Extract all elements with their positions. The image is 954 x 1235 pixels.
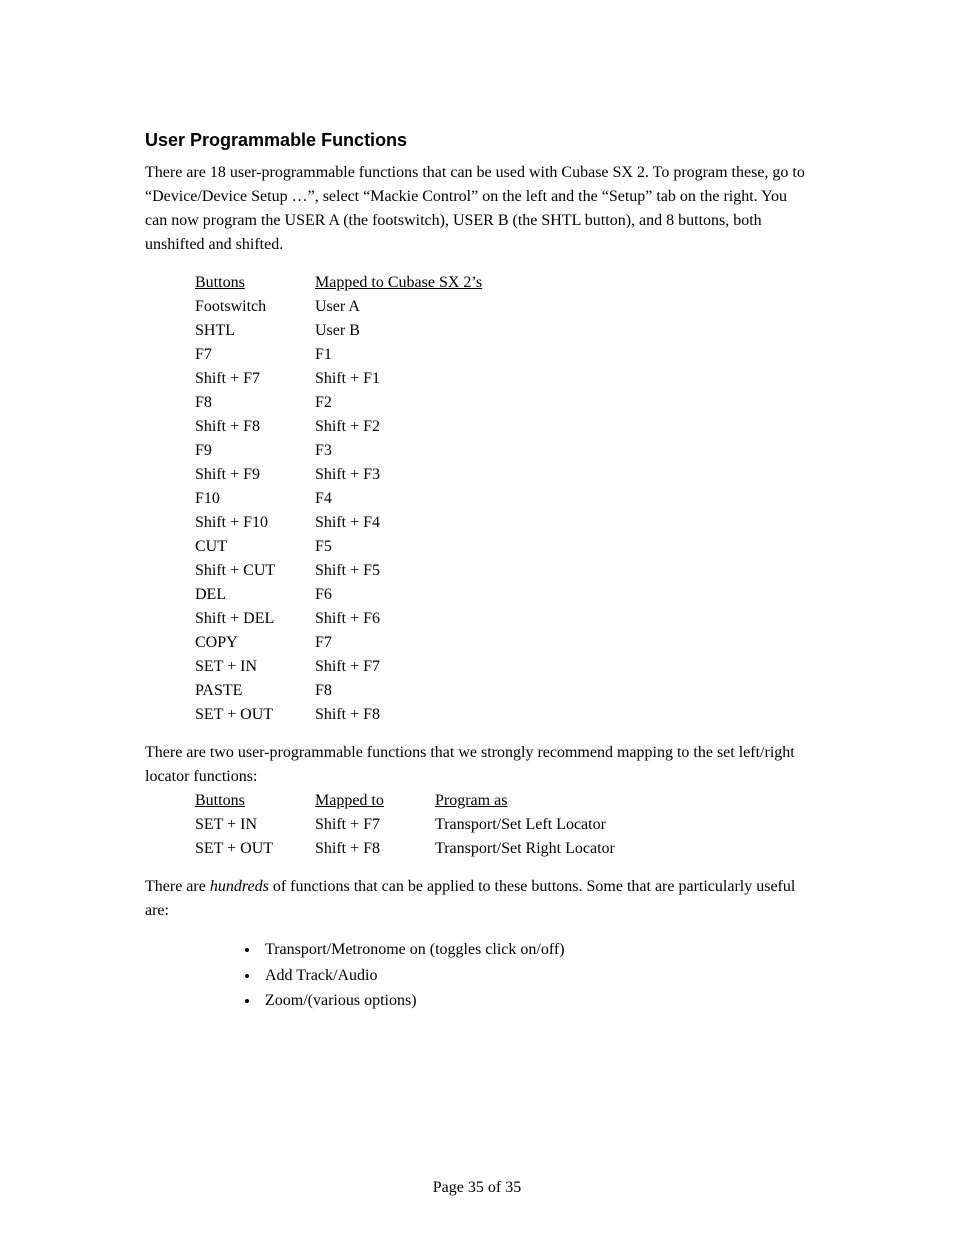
text-emphasis: hundreds bbox=[210, 878, 269, 895]
table-row: CUTF5 bbox=[195, 535, 809, 559]
cell-mapped: Shift + F8 bbox=[315, 837, 435, 861]
cell-mapped: Shift + F8 bbox=[315, 703, 515, 727]
list-item: Add Track/Audio bbox=[260, 963, 809, 989]
table-row: Shift + CUTShift + F5 bbox=[195, 559, 809, 583]
paragraph-intro: There are 18 user-programmable functions… bbox=[145, 161, 809, 257]
cell-button: PASTE bbox=[195, 679, 315, 703]
cell-button: F10 bbox=[195, 487, 315, 511]
cell-button: SET + OUT bbox=[195, 703, 315, 727]
cell-mapped: Shift + F7 bbox=[315, 813, 435, 837]
cell-button: SET + OUT bbox=[195, 837, 315, 861]
text-fragment: There are bbox=[145, 878, 210, 895]
table-header-program: Program as bbox=[435, 789, 685, 813]
table-header-row: Buttons Mapped to Program as bbox=[195, 789, 809, 813]
table-row: Shift + F9Shift + F3 bbox=[195, 463, 809, 487]
cell-program: Transport/Set Left Locator bbox=[435, 813, 685, 837]
cell-button: Shift + CUT bbox=[195, 559, 315, 583]
table-row: DELF6 bbox=[195, 583, 809, 607]
table-row: SET + OUTShift + F8Transport/Set Right L… bbox=[195, 837, 809, 861]
cell-mapped: F8 bbox=[315, 679, 515, 703]
cell-button: F8 bbox=[195, 391, 315, 415]
list-item: Transport/Metronome on (toggles click on… bbox=[260, 937, 809, 963]
cell-mapped: F5 bbox=[315, 535, 515, 559]
table-header-buttons: Buttons bbox=[195, 271, 315, 295]
cell-mapped: Shift + F3 bbox=[315, 463, 515, 487]
table-header-row: Buttons Mapped to Cubase SX 2’s bbox=[195, 271, 809, 295]
cell-mapped: Shift + F4 bbox=[315, 511, 515, 535]
cell-mapped: Shift + F5 bbox=[315, 559, 515, 583]
table-row: Shift + F8Shift + F2 bbox=[195, 415, 809, 439]
cell-mapped: F6 bbox=[315, 583, 515, 607]
cell-button: Shift + F7 bbox=[195, 367, 315, 391]
cell-button: SET + IN bbox=[195, 655, 315, 679]
paragraph-recommend: There are two user-programmable function… bbox=[145, 741, 809, 789]
cell-mapped: User B bbox=[315, 319, 515, 343]
paragraph-hundreds: There are hundreds of functions that can… bbox=[145, 875, 809, 923]
table-row: FootswitchUser A bbox=[195, 295, 809, 319]
table-row: SET + OUTShift + F8 bbox=[195, 703, 809, 727]
cell-button: Shift + DEL bbox=[195, 607, 315, 631]
table-row: F7F1 bbox=[195, 343, 809, 367]
cell-button: SHTL bbox=[195, 319, 315, 343]
list-item: Zoom/(various options) bbox=[260, 988, 809, 1014]
cell-button: SET + IN bbox=[195, 813, 315, 837]
table-row: COPYF7 bbox=[195, 631, 809, 655]
cell-button: Footswitch bbox=[195, 295, 315, 319]
cell-button: Shift + F8 bbox=[195, 415, 315, 439]
cell-button: Shift + F10 bbox=[195, 511, 315, 535]
cell-button: Shift + F9 bbox=[195, 463, 315, 487]
table-row: PASTEF8 bbox=[195, 679, 809, 703]
table-row: Shift + F10Shift + F4 bbox=[195, 511, 809, 535]
document-page: User Programmable Functions There are 18… bbox=[0, 0, 954, 1235]
mapping-table-1: Buttons Mapped to Cubase SX 2’s Footswit… bbox=[195, 271, 809, 727]
table-header-buttons: Buttons bbox=[195, 789, 315, 813]
cell-button: F7 bbox=[195, 343, 315, 367]
cell-mapped: Shift + F1 bbox=[315, 367, 515, 391]
table-header-mapped: Mapped to bbox=[315, 789, 435, 813]
cell-program: Transport/Set Right Locator bbox=[435, 837, 685, 861]
table-row: SHTLUser B bbox=[195, 319, 809, 343]
table-row: F9F3 bbox=[195, 439, 809, 463]
cell-mapped: F1 bbox=[315, 343, 515, 367]
cell-mapped: F3 bbox=[315, 439, 515, 463]
table-row: Shift + DELShift + F6 bbox=[195, 607, 809, 631]
table-row: F10F4 bbox=[195, 487, 809, 511]
page-number: Page 35 of 35 bbox=[0, 1179, 954, 1197]
table-row: Shift + F7Shift + F1 bbox=[195, 367, 809, 391]
cell-button: F9 bbox=[195, 439, 315, 463]
cell-button: CUT bbox=[195, 535, 315, 559]
cell-mapped: Shift + F6 bbox=[315, 607, 515, 631]
cell-mapped: User A bbox=[315, 295, 515, 319]
cell-mapped: Shift + F2 bbox=[315, 415, 515, 439]
table-row: SET + INShift + F7Transport/Set Left Loc… bbox=[195, 813, 809, 837]
cell-mapped: F4 bbox=[315, 487, 515, 511]
cell-mapped: Shift + F7 bbox=[315, 655, 515, 679]
cell-button: DEL bbox=[195, 583, 315, 607]
table-header-mapped: Mapped to Cubase SX 2’s bbox=[315, 271, 515, 295]
cell-mapped: F7 bbox=[315, 631, 515, 655]
table-row: F8F2 bbox=[195, 391, 809, 415]
cell-button: COPY bbox=[195, 631, 315, 655]
mapping-table-2: Buttons Mapped to Program as SET + INShi… bbox=[195, 789, 809, 861]
section-heading: User Programmable Functions bbox=[145, 130, 809, 151]
table-row: SET + INShift + F7 bbox=[195, 655, 809, 679]
useful-functions-list: Transport/Metronome on (toggles click on… bbox=[145, 937, 809, 1014]
cell-mapped: F2 bbox=[315, 391, 515, 415]
